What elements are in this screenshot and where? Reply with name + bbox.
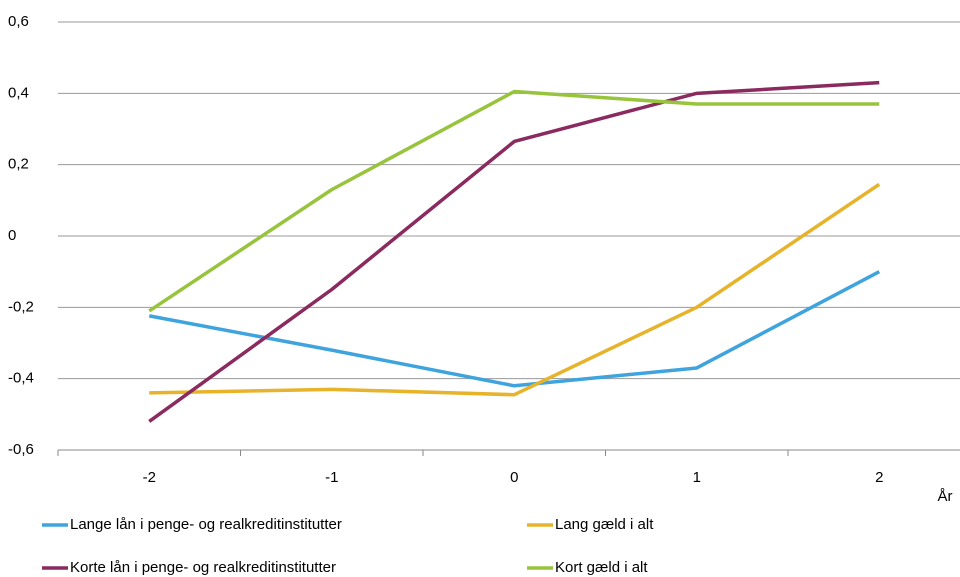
x-tick-label: 2 — [875, 469, 883, 486]
x-axis-label: År — [938, 488, 953, 505]
legend-label: Korte lån i penge- og realkreditinstitut… — [70, 559, 336, 576]
y-tick-label: 0,4 — [8, 84, 29, 101]
series-line — [148, 270, 881, 388]
x-tick-label: 0 — [510, 469, 518, 486]
x-tick-label: 1 — [693, 469, 701, 486]
y-tick-label: -0,2 — [8, 298, 34, 315]
y-tick-label: 0 — [8, 227, 16, 244]
series-line — [148, 80, 880, 423]
legend-label: Lange lån i penge- og realkreditinstitut… — [70, 516, 342, 533]
y-tick-label: -0,6 — [8, 441, 34, 458]
series-line — [148, 89, 880, 313]
y-tick-label: 0,2 — [8, 156, 29, 173]
series-line — [149, 182, 881, 397]
y-tick-label: 0,6 — [8, 13, 29, 30]
x-tick-label: -1 — [325, 469, 338, 486]
legend-label: Kort gæld i alt — [555, 559, 648, 576]
x-tick-label: -2 — [143, 469, 156, 486]
y-tick-label: -0,4 — [8, 370, 34, 387]
legend-label: Lang gæld i alt — [555, 516, 654, 533]
